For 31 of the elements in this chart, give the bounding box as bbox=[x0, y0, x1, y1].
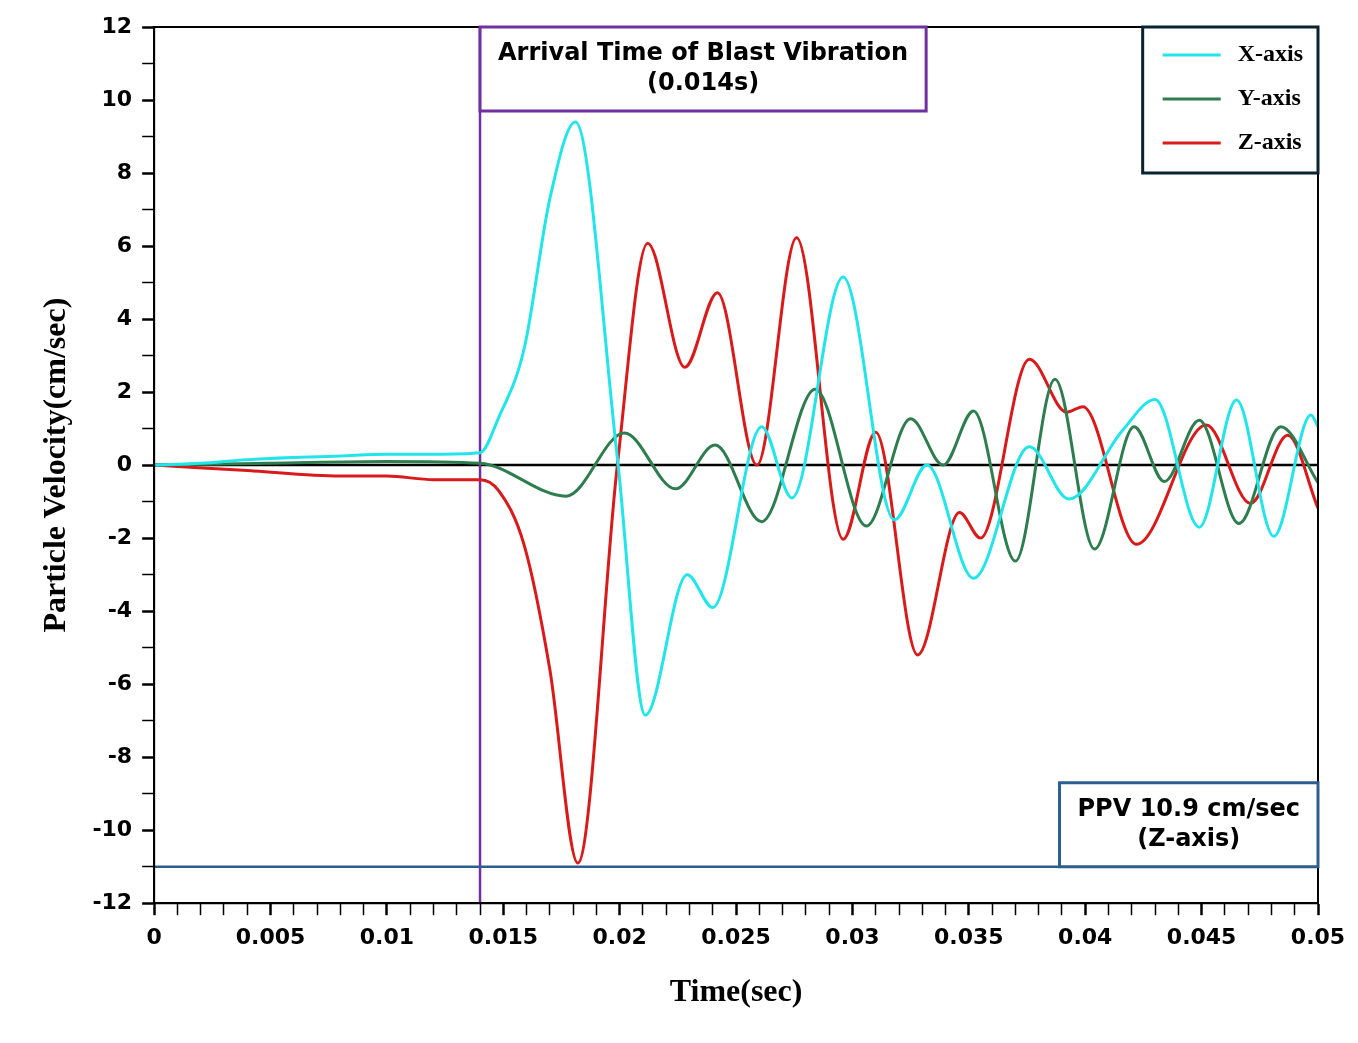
x-tick-label: 0.01 bbox=[359, 924, 415, 950]
x-tick-label: 0.035 bbox=[934, 924, 1004, 950]
legend-label: X-axis bbox=[1237, 40, 1304, 67]
y-tick-label: -6 bbox=[107, 669, 133, 695]
y-tick-label: 8 bbox=[116, 158, 133, 184]
x-tick-label: 0.04 bbox=[1058, 924, 1113, 950]
y-tick-label: 10 bbox=[101, 85, 133, 111]
x-tick-label: 0.05 bbox=[1290, 924, 1346, 950]
y-tick-label: -12 bbox=[92, 888, 133, 914]
y-tick-label: 12 bbox=[101, 12, 133, 38]
y-tick-label: -4 bbox=[107, 596, 133, 622]
y-tick-label: 4 bbox=[116, 304, 133, 330]
x-tick-label: 0.015 bbox=[468, 924, 539, 950]
x-axis-title: Time(sec) bbox=[669, 972, 803, 1009]
ref-line-label: Arrival Time of Blast Vibration (0.014s) bbox=[498, 38, 909, 97]
y-tick-label: 2 bbox=[116, 377, 133, 403]
legend-label: Y-axis bbox=[1237, 84, 1301, 111]
y-tick-label: 6 bbox=[116, 231, 133, 257]
y-tick-label: -2 bbox=[107, 523, 133, 549]
x-tick-label: 0 bbox=[146, 924, 162, 950]
y-axis-title: Particle Velocity(cm/sec) bbox=[36, 297, 73, 633]
x-tick-label: 0.02 bbox=[592, 924, 647, 950]
x-tick-label: 0.005 bbox=[235, 924, 306, 950]
y-tick-label: -8 bbox=[107, 742, 133, 768]
x-tick-label: 0.03 bbox=[825, 924, 880, 950]
y-tick-label: 0 bbox=[116, 450, 133, 476]
y-tick-label: -10 bbox=[92, 815, 133, 841]
legend-label: Z-axis bbox=[1237, 128, 1302, 155]
x-tick-label: 0.025 bbox=[701, 924, 771, 950]
x-tick-label: 0.045 bbox=[1166, 924, 1237, 950]
ref-line-label: PPV 10.9 cm/sec (Z-axis) bbox=[1077, 793, 1300, 852]
